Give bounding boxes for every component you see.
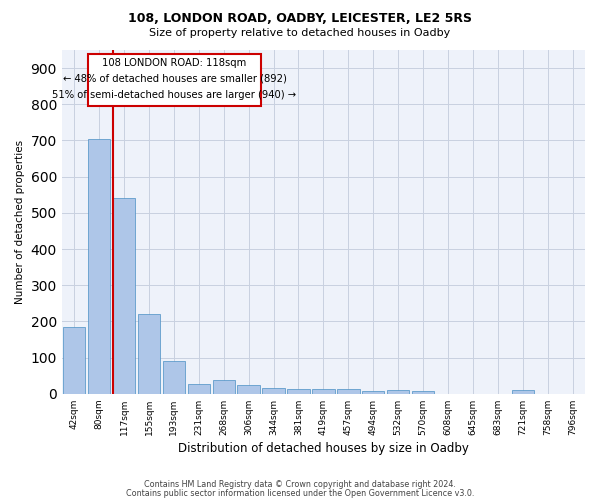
Bar	[512, 390, 534, 394]
Bar	[262, 388, 285, 394]
Bar	[163, 361, 185, 394]
Bar	[63, 327, 85, 394]
Text: 108, LONDON ROAD, OADBY, LEICESTER, LE2 5RS: 108, LONDON ROAD, OADBY, LEICESTER, LE2 …	[128, 12, 472, 26]
X-axis label: Distribution of detached houses by size in Oadby: Distribution of detached houses by size …	[178, 442, 469, 455]
Bar	[88, 54, 261, 106]
Text: ← 48% of detached houses are smaller (892): ← 48% of detached houses are smaller (89…	[62, 74, 286, 84]
Text: 51% of semi-detached houses are larger (940) →: 51% of semi-detached houses are larger (…	[52, 90, 296, 100]
Bar	[88, 138, 110, 394]
Bar	[287, 389, 310, 394]
Bar	[212, 380, 235, 394]
Text: Contains HM Land Registry data © Crown copyright and database right 2024.: Contains HM Land Registry data © Crown c…	[144, 480, 456, 489]
Bar	[188, 384, 210, 394]
Bar	[337, 390, 359, 394]
Bar	[362, 391, 385, 394]
Bar	[387, 390, 409, 394]
Bar	[113, 198, 135, 394]
Bar	[412, 391, 434, 394]
Y-axis label: Number of detached properties: Number of detached properties	[15, 140, 25, 304]
Bar	[138, 314, 160, 394]
Text: Contains public sector information licensed under the Open Government Licence v3: Contains public sector information licen…	[126, 488, 474, 498]
Text: Size of property relative to detached houses in Oadby: Size of property relative to detached ho…	[149, 28, 451, 38]
Text: 108 LONDON ROAD: 118sqm: 108 LONDON ROAD: 118sqm	[103, 58, 247, 68]
Bar	[238, 385, 260, 394]
Bar	[312, 389, 335, 394]
